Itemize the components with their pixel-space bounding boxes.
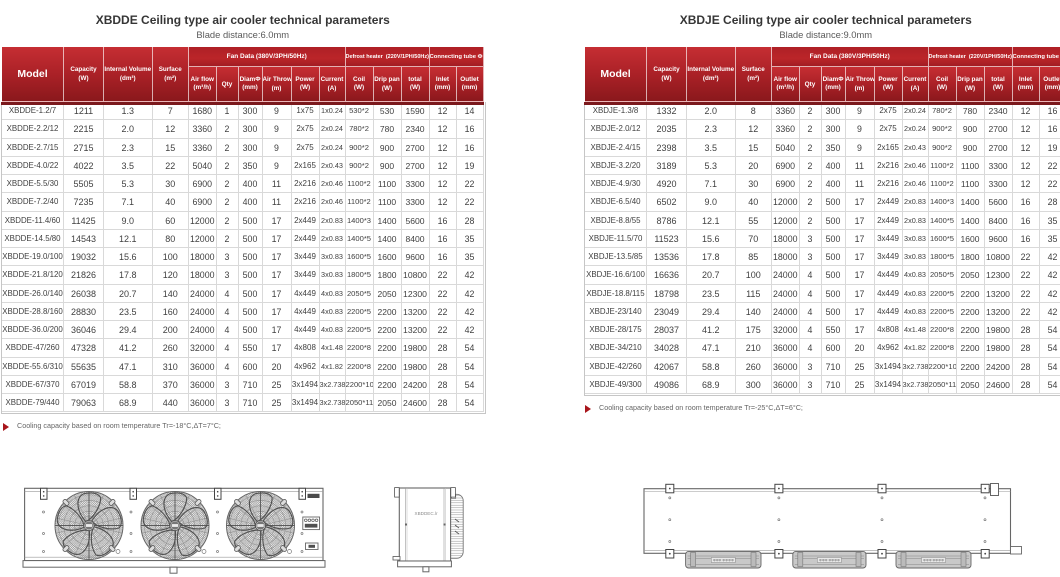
svg-text:ΦΦΦ ΦΦΦΦ: ΦΦΦ ΦΦΦΦ (819, 559, 840, 563)
svg-text:ΦΦΦ ΦΦΦΦ: ΦΦΦ ΦΦΦΦ (713, 559, 734, 563)
svg-text:ΦΦΦ ΦΦΦΦ: ΦΦΦ ΦΦΦΦ (923, 559, 944, 563)
svg-text:XBDDEC.lr: XBDDEC.lr (415, 511, 438, 516)
